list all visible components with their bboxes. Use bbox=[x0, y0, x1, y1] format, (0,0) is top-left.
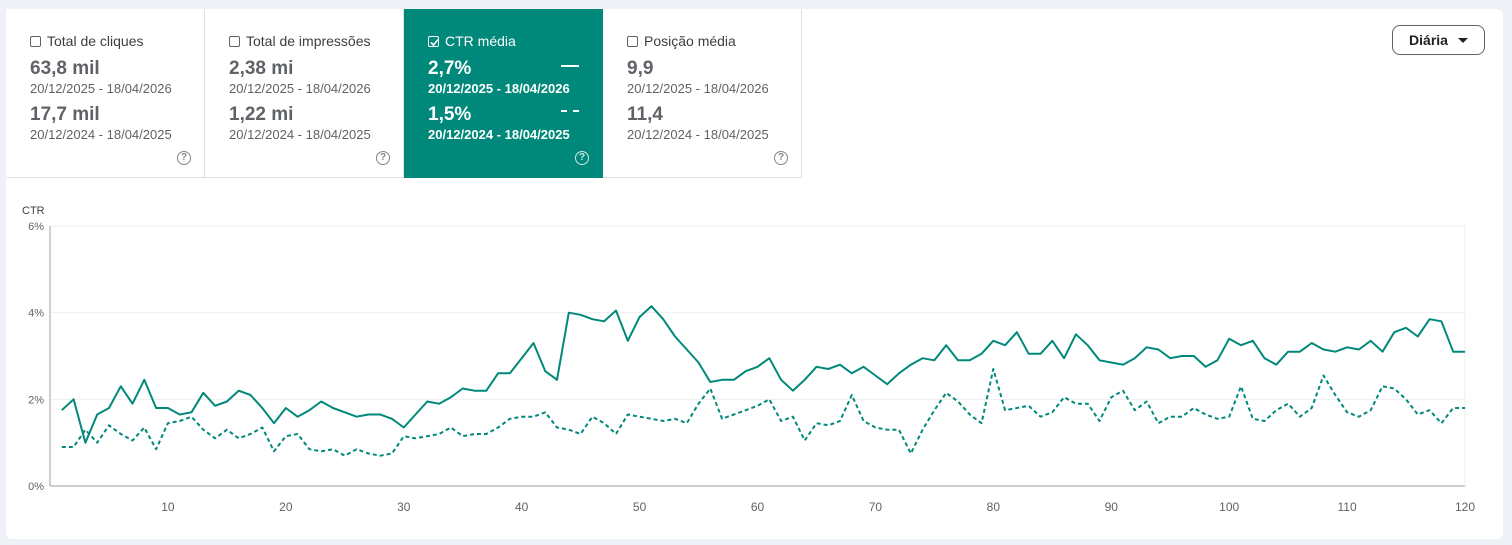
granularity-dropdown[interactable]: Diária bbox=[1392, 25, 1485, 55]
metric-value-previous: 17,7 mil bbox=[30, 104, 100, 125]
metric-toggle-impressions[interactable]: Total de impressões bbox=[229, 33, 371, 49]
x-tick-label: 20 bbox=[279, 500, 293, 514]
checkbox-checked-icon[interactable] bbox=[428, 35, 439, 47]
metric-card-impressions[interactable]: Total de impressões 2,38 mi 20/12/2025 -… bbox=[205, 9, 404, 178]
y-tick-label: 6% bbox=[28, 221, 44, 233]
metric-toggle-clicks[interactable]: Total de cliques bbox=[30, 33, 144, 49]
metric-card-ctr[interactable]: CTR média 2,7% 20/12/2025 - 18/04/2026 1… bbox=[404, 9, 603, 178]
metric-card-position[interactable]: Posição média 9,9 20/12/2025 - 18/04/202… bbox=[603, 9, 802, 178]
x-tick-label: 120 bbox=[1455, 500, 1475, 514]
x-tick-label: 110 bbox=[1338, 500, 1357, 514]
metric-value-current: 9,9 bbox=[627, 58, 654, 79]
y-axis-label: CTR bbox=[22, 205, 45, 217]
metric-value-current: 2,7% bbox=[428, 58, 472, 79]
x-tick-label: 10 bbox=[161, 500, 175, 514]
metric-value-previous: 1,22 mi bbox=[229, 104, 294, 125]
y-tick-label: 4% bbox=[28, 308, 44, 320]
checkbox-icon[interactable] bbox=[229, 35, 240, 47]
help-icon[interactable]: ? bbox=[376, 151, 390, 165]
x-tick-label: 40 bbox=[515, 500, 529, 514]
metric-cards: Total de cliques 63,8 mil 20/12/2025 - 1… bbox=[6, 9, 802, 179]
x-tick-label: 90 bbox=[1105, 500, 1119, 514]
x-tick-label: 30 bbox=[397, 500, 411, 514]
help-icon[interactable]: ? bbox=[774, 151, 788, 165]
metric-toggle-position[interactable]: Posição média bbox=[627, 33, 736, 49]
metric-period-previous: 20/12/2024 - 18/04/2025 bbox=[428, 127, 570, 142]
metric-label: Total de cliques bbox=[47, 33, 144, 49]
solid-line-legend-icon bbox=[561, 65, 579, 67]
x-tick-label: 50 bbox=[633, 500, 647, 514]
caret-down-icon bbox=[1457, 37, 1468, 43]
checkbox-icon[interactable] bbox=[30, 35, 41, 47]
ctr-line-chart: CTR 0% 2% 4% 6% 10 20 30 40 50 60 70 80 90 100 110 120 bbox=[22, 205, 1475, 514]
help-icon[interactable]: ? bbox=[575, 151, 589, 165]
dashed-line-legend-icon bbox=[561, 110, 579, 112]
performance-panel: Total de cliques 63,8 mil 20/12/2025 - 1… bbox=[6, 9, 1503, 539]
metric-value-current: 63,8 mil bbox=[30, 58, 100, 79]
metric-value-previous: 1,5% bbox=[428, 104, 472, 125]
metric-toggle-ctr[interactable]: CTR média bbox=[428, 33, 516, 49]
metric-period-current: 20/12/2025 - 18/04/2026 bbox=[627, 81, 769, 96]
metric-period-current: 20/12/2025 - 18/04/2026 bbox=[229, 81, 371, 96]
metric-value-previous: 11,4 bbox=[627, 104, 663, 125]
checkbox-icon[interactable] bbox=[627, 35, 638, 47]
metric-period-current: 20/12/2025 - 18/04/2026 bbox=[30, 81, 172, 96]
y-tick-label: 2% bbox=[28, 394, 44, 406]
dropdown-label: Diária bbox=[1409, 32, 1448, 48]
metric-period-previous: 20/12/2024 - 18/04/2025 bbox=[30, 127, 172, 142]
y-tick-label: 0% bbox=[28, 481, 44, 493]
metric-period-previous: 20/12/2024 - 18/04/2025 bbox=[627, 127, 769, 142]
series-line-current-period bbox=[61, 305, 1465, 444]
x-tick-label: 100 bbox=[1219, 500, 1239, 514]
metric-label: CTR média bbox=[445, 33, 516, 49]
metric-period-current: 20/12/2025 - 18/04/2026 bbox=[428, 81, 570, 96]
metric-value-current: 2,38 mi bbox=[229, 58, 294, 79]
x-tick-label: 60 bbox=[751, 500, 765, 514]
metric-card-clicks[interactable]: Total de cliques 63,8 mil 20/12/2025 - 1… bbox=[6, 9, 205, 178]
help-icon[interactable]: ? bbox=[177, 151, 191, 165]
metric-label: Posição média bbox=[644, 33, 736, 49]
metric-period-previous: 20/12/2024 - 18/04/2025 bbox=[229, 127, 371, 142]
metric-label: Total de impressões bbox=[246, 33, 371, 49]
series-line-previous-period bbox=[61, 368, 1465, 457]
x-tick-label: 80 bbox=[987, 500, 1001, 514]
x-tick-label: 70 bbox=[869, 500, 883, 514]
